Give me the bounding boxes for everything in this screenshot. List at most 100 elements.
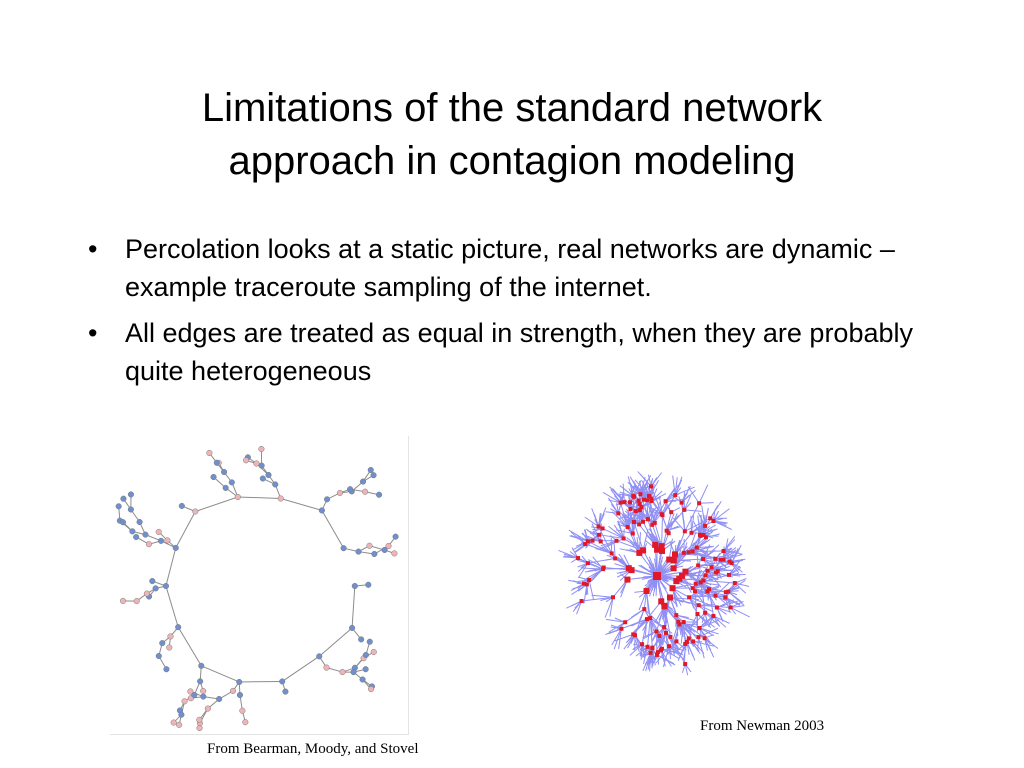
network-edge xyxy=(730,606,750,618)
caption-newman: From Newman 2003 xyxy=(700,718,825,734)
network-node xyxy=(648,650,653,655)
network-node xyxy=(642,607,647,612)
network-edge xyxy=(680,621,685,644)
network-node xyxy=(701,533,706,538)
network-node xyxy=(676,619,681,624)
network-node xyxy=(159,640,166,647)
network-edge xyxy=(688,586,707,598)
network-node xyxy=(355,548,362,555)
network-node xyxy=(692,589,697,594)
caption-bearman: From Bearman, Moody, and Stovel xyxy=(207,741,419,757)
network-node xyxy=(366,638,373,645)
network-edge xyxy=(568,579,585,585)
network-node xyxy=(375,491,383,498)
network-edge xyxy=(683,622,686,644)
network-node xyxy=(362,488,369,495)
network-node xyxy=(681,550,686,555)
network-node xyxy=(350,669,357,676)
network-nodes xyxy=(576,484,737,667)
network-edge xyxy=(699,619,720,629)
network-edge xyxy=(734,582,750,587)
network-edge xyxy=(723,549,737,561)
network-node xyxy=(196,716,203,723)
network-node xyxy=(666,531,671,536)
network-node xyxy=(197,678,204,685)
network-node xyxy=(711,519,716,524)
network-edge xyxy=(622,514,640,525)
network-node xyxy=(649,484,654,489)
network-node xyxy=(318,507,325,514)
network-edge xyxy=(577,562,589,579)
network-node xyxy=(167,633,174,640)
network-node xyxy=(671,551,678,558)
network-node xyxy=(282,688,289,695)
network-node xyxy=(636,498,641,503)
network-node xyxy=(339,669,346,676)
network-node xyxy=(585,561,590,566)
network-edge xyxy=(666,512,672,531)
network-node xyxy=(392,533,399,540)
network-node xyxy=(663,630,668,635)
network-edge xyxy=(321,510,345,549)
network-edge xyxy=(641,618,648,645)
network-edge xyxy=(584,568,604,573)
network-edge xyxy=(705,533,720,538)
network-node xyxy=(143,590,150,597)
network-edge xyxy=(605,511,619,514)
network-edge xyxy=(175,511,196,549)
network-edge xyxy=(663,597,671,628)
network-edge xyxy=(612,488,625,503)
network-node xyxy=(676,575,683,582)
network-node xyxy=(637,501,642,506)
network-edge xyxy=(624,608,645,623)
network-edge xyxy=(588,579,595,600)
network-edge xyxy=(723,547,729,560)
network-node xyxy=(726,589,731,594)
network-node xyxy=(728,605,733,610)
network-node xyxy=(157,537,165,544)
network-edge xyxy=(598,512,601,527)
network-node xyxy=(666,556,673,563)
network-edge xyxy=(600,523,602,542)
network-edge xyxy=(604,597,614,618)
network-edge xyxy=(709,501,722,519)
network-node xyxy=(242,719,249,726)
network-node xyxy=(598,539,603,544)
network-edge xyxy=(566,600,582,609)
network-node xyxy=(652,520,657,525)
network-edge xyxy=(562,556,579,559)
network-edge xyxy=(642,630,657,639)
network-edge xyxy=(177,626,202,667)
network-node xyxy=(702,636,707,641)
network-edge xyxy=(707,562,732,572)
network-node xyxy=(618,500,623,505)
network-edge xyxy=(660,650,666,667)
network-node xyxy=(236,691,244,699)
network-node xyxy=(200,687,207,695)
network-node xyxy=(119,519,127,526)
network-node xyxy=(597,532,602,537)
network-node xyxy=(703,573,708,578)
network-node xyxy=(155,528,162,535)
network-node xyxy=(654,629,659,634)
network-node xyxy=(172,544,179,551)
network-node xyxy=(732,581,737,586)
network-node xyxy=(703,610,708,615)
network-node xyxy=(621,536,626,541)
network-node xyxy=(149,578,156,585)
network-edge xyxy=(716,607,723,620)
network-node xyxy=(713,570,718,575)
network-node xyxy=(145,541,152,548)
network-node xyxy=(366,542,373,549)
network-node xyxy=(691,639,696,644)
network-edge xyxy=(686,641,690,655)
bullet-marker: • xyxy=(88,318,98,348)
network-nodes xyxy=(115,445,399,732)
network-node xyxy=(370,648,377,655)
network-node xyxy=(696,603,701,608)
network-node xyxy=(584,582,589,587)
network-edge xyxy=(713,508,730,522)
network-node xyxy=(206,449,213,457)
network-node xyxy=(371,550,378,558)
network-node xyxy=(385,542,392,550)
